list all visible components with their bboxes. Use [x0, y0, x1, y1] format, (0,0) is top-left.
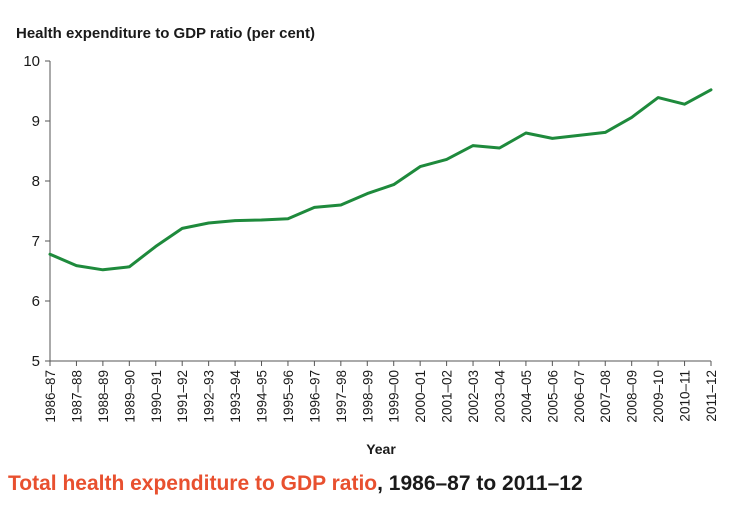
x-tick-label: 2007–08: [598, 370, 613, 423]
data-point: [551, 137, 554, 140]
x-tick-label: 1994–95: [255, 370, 270, 423]
data-point: [181, 227, 184, 230]
x-tick-label: 2000–01: [413, 370, 428, 423]
data-point: [128, 265, 131, 268]
x-tick-label: 1988–89: [96, 370, 111, 423]
x-tick-label: 2009–10: [651, 370, 666, 423]
data-point: [207, 221, 210, 225]
data-point: [233, 219, 237, 222]
data-point: [604, 131, 607, 134]
x-tick-label: 1997–98: [334, 370, 349, 423]
data-point: [471, 144, 475, 147]
x-tick-label: 2006–07: [572, 370, 587, 423]
data-point: [48, 253, 52, 256]
y-tick-label: 6: [32, 293, 40, 310]
x-axis-ticks: 1986–87 1987–88 1988–89 1989–90 1990–91 1991–…: [43, 361, 719, 423]
y-tick-label: 7: [32, 233, 40, 250]
caption-rest: , 1986–87 to 2011–12: [377, 472, 583, 495]
y-tick-label: 8: [32, 173, 40, 190]
x-tick-label: 2005–06: [545, 370, 560, 423]
line-chart: Health expenditure to GDP ratio (per cen…: [16, 25, 719, 457]
data-point: [339, 203, 343, 207]
data-point: [154, 245, 157, 248]
x-tick-label: 1998–99: [360, 370, 375, 423]
x-tick-label: 1990–91: [149, 370, 164, 423]
data-point: [392, 183, 395, 186]
x-tick-label: 1991–92: [175, 370, 190, 423]
series-line: [48, 88, 713, 272]
x-tick-label: 1999–00: [387, 370, 402, 423]
data-point: [101, 268, 105, 271]
x-tick-label: 1992–93: [202, 370, 217, 423]
data-point: [709, 88, 713, 92]
x-tick-label: 1989–90: [122, 370, 137, 423]
x-tick-label: 2008–09: [625, 370, 640, 423]
x-tick-label: 1986–87: [43, 370, 58, 423]
data-point: [366, 192, 369, 195]
data-point: [683, 103, 686, 106]
x-tick-label: 2003–04: [492, 370, 507, 423]
x-tick-label: 1995–96: [281, 370, 296, 423]
x-tick-label: 2011–12: [704, 370, 719, 422]
axes: [49, 61, 711, 362]
x-tick-label: 1987–88: [69, 370, 84, 423]
data-point: [524, 131, 528, 135]
chart-title: Health expenditure to GDP ratio (per cen…: [16, 25, 315, 42]
figure-caption: Total health expenditure to GDP ratio, 1…: [8, 472, 583, 496]
data-point: [656, 96, 660, 99]
x-tick-label: 1993–94: [228, 370, 243, 423]
y-tick-label: 5: [32, 353, 40, 370]
y-axis-ticks: 5 6 7 8 9 10: [23, 53, 50, 370]
x-tick-label: 2004–05: [519, 370, 534, 423]
x-tick-label: 1996–97: [307, 370, 322, 423]
data-point: [498, 146, 501, 150]
data-points: [48, 88, 713, 271]
x-tick-label: 2002–03: [466, 370, 481, 423]
data-point: [418, 165, 422, 168]
data-point: [577, 134, 580, 137]
data-point: [260, 218, 263, 222]
data-point: [445, 158, 448, 161]
data-point: [286, 217, 290, 220]
y-tick-label: 10: [23, 53, 40, 70]
y-tick-label: 9: [32, 113, 40, 130]
caption-highlight: Total health expenditure to GDP ratio: [8, 472, 378, 495]
data-point: [313, 206, 316, 209]
x-tick-label: 2001–02: [440, 370, 455, 423]
x-axis-label: Year: [366, 441, 396, 457]
data-point: [630, 116, 633, 119]
x-tick-label: 2010–11: [678, 370, 693, 422]
data-point: [75, 264, 78, 267]
